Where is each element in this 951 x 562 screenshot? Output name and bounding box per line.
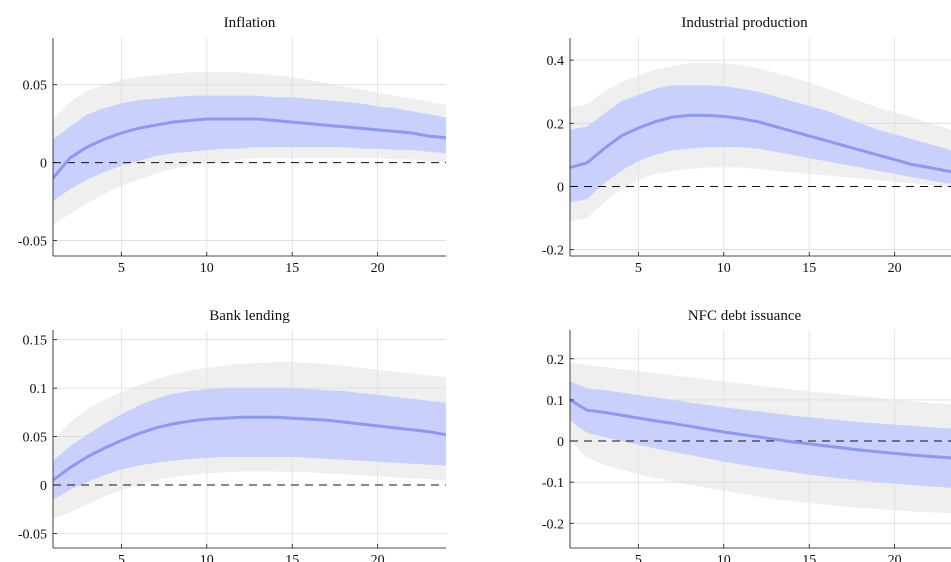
- response-line: [53, 415, 446, 482]
- response-line: [570, 398, 951, 460]
- inner-band: [570, 381, 951, 488]
- inner-band: [53, 95, 446, 202]
- chart-panel-4: NFC debt issuance 5 10 15 20 -0.2 -0.1 0 0.1 0.2: [542, 308, 951, 562]
- y-tick-label: 0.1: [30, 382, 48, 397]
- x-tick-label: 15: [802, 553, 816, 562]
- y-tick-label: 0: [557, 435, 564, 450]
- y-tick-label: 0: [557, 180, 564, 195]
- y-tick-label: 0.2: [547, 117, 565, 132]
- y-tick-label: -0.05: [18, 234, 47, 249]
- y-tick-label: -0.2: [542, 244, 564, 259]
- x-tick-label: 20: [888, 553, 902, 562]
- response-line: [53, 117, 446, 180]
- x-tick-label: 10: [717, 261, 731, 276]
- x-tick-label: 20: [371, 553, 385, 562]
- y-tick-label: 0.2: [547, 353, 565, 368]
- y-tick-label: -0.2: [542, 517, 564, 532]
- inner-band: [570, 85, 951, 203]
- chart-panel-3: Bank lending 5 10 15 20 -0.05 0 0.05 0.1 0.15: [18, 308, 446, 562]
- y-tick-label: 0.15: [23, 334, 48, 349]
- x-tick-label: 15: [285, 553, 299, 562]
- response-line: [570, 113, 951, 174]
- y-tick-label: 0.1: [547, 394, 565, 409]
- x-tick-label: 10: [200, 261, 214, 276]
- y-tick-label: 0.05: [23, 79, 48, 94]
- x-tick-label: 10: [717, 553, 731, 562]
- x-tick-label: 20: [888, 261, 902, 276]
- chart-title: NFC debt issuance: [688, 308, 802, 324]
- y-tick-label: 0.05: [23, 431, 48, 446]
- inner-band: [53, 388, 446, 500]
- chart-panel-2: Industrial production 5 10 15 20 -0.2 0 0.2 0.4: [542, 15, 951, 276]
- x-tick-label: 5: [635, 261, 642, 276]
- chart-panel-1: Inflation 5 10 15 20 -0.05 0 0.05: [18, 15, 446, 276]
- x-tick-label: 5: [118, 261, 125, 276]
- x-tick-label: 15: [285, 261, 299, 276]
- y-tick-label: -0.05: [18, 527, 47, 542]
- y-tick-label: 0: [40, 157, 47, 172]
- chart-title: Inflation: [224, 15, 276, 31]
- x-tick-label: 15: [802, 261, 816, 276]
- y-tick-label: -0.1: [542, 476, 564, 491]
- x-tick-label: 5: [118, 553, 125, 562]
- x-tick-label: 5: [635, 553, 642, 562]
- x-tick-label: 10: [200, 553, 214, 562]
- y-tick-label: 0: [40, 479, 47, 494]
- y-tick-label: 0.4: [547, 54, 565, 69]
- chart-title: Bank lending: [209, 308, 290, 324]
- x-tick-label: 20: [371, 261, 385, 276]
- chart-title: Industrial production: [681, 15, 808, 31]
